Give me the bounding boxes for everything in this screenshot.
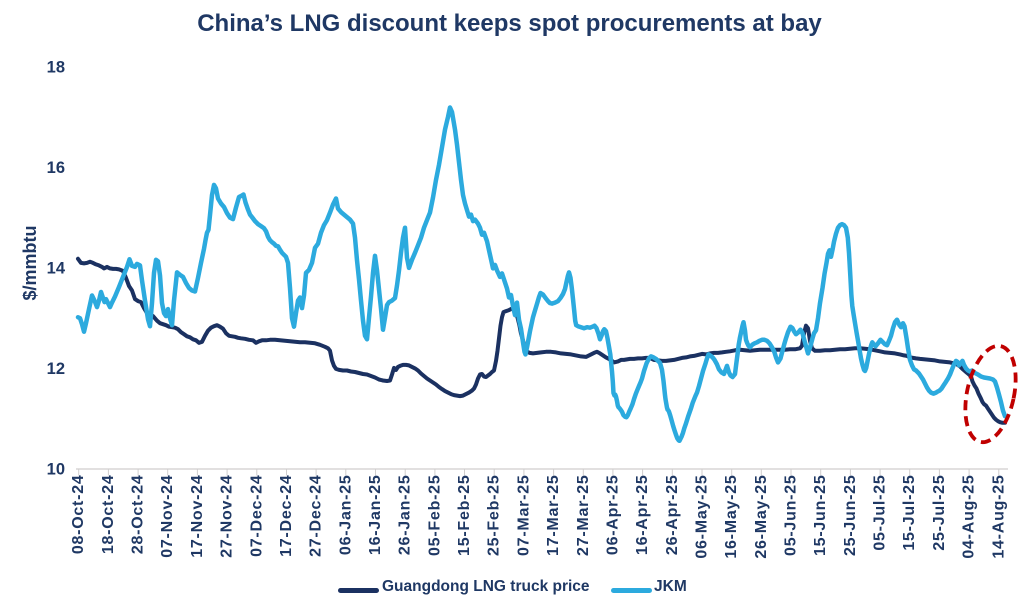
svg-text:08-Oct-24: 08-Oct-24 [70,475,87,555]
svg-text:06-Jan-25: 06-Jan-25 [337,475,354,556]
svg-text:06-Apr-25: 06-Apr-25 [604,475,621,556]
svg-text:06-May-25: 06-May-25 [694,475,711,559]
svg-text:$/mmbtu: $/mmbtu [20,225,40,300]
svg-text:18-Oct-24: 18-Oct-24 [100,475,117,555]
svg-text:05-Jul-25: 05-Jul-25 [872,475,889,551]
svg-text:25-Feb-25: 25-Feb-25 [486,475,503,556]
svg-text:14: 14 [47,259,66,277]
svg-text:28-Oct-24: 28-Oct-24 [130,475,147,555]
svg-text:04-Aug-25: 04-Aug-25 [961,475,978,559]
svg-text:18: 18 [47,58,65,76]
svg-text:14-Aug-25: 14-Aug-25 [990,475,1007,559]
svg-text:26-Jan-25: 26-Jan-25 [397,475,414,556]
svg-text:16-Apr-25: 16-Apr-25 [634,475,651,556]
svg-text:07-Nov-24: 07-Nov-24 [159,475,176,558]
svg-text:27-Nov-24: 27-Nov-24 [219,475,236,558]
svg-text:15-Jun-25: 15-Jun-25 [812,475,829,556]
svg-text:17-Dec-24: 17-Dec-24 [278,475,295,557]
svg-text:15-Feb-25: 15-Feb-25 [456,475,473,556]
svg-text:16: 16 [47,159,65,177]
svg-text:17-Nov-24: 17-Nov-24 [189,475,206,558]
svg-text:27-Dec-24: 27-Dec-24 [308,475,325,557]
svg-text:27-Mar-25: 27-Mar-25 [575,475,592,556]
svg-text:25-Jul-25: 25-Jul-25 [931,475,948,551]
svg-text:12: 12 [47,360,65,378]
svg-text:17-Mar-25: 17-Mar-25 [545,475,562,556]
svg-text:26-Apr-25: 26-Apr-25 [664,475,681,556]
svg-text:10: 10 [47,461,65,479]
svg-text:05-Feb-25: 05-Feb-25 [426,475,443,556]
svg-text:25-Jun-25: 25-Jun-25 [842,475,859,556]
svg-text:07-Dec-24: 07-Dec-24 [248,475,265,557]
svg-text:26-May-25: 26-May-25 [753,475,770,559]
svg-text:15-Jul-25: 15-Jul-25 [901,475,918,551]
svg-text:07-Mar-25: 07-Mar-25 [515,475,532,556]
svg-text:05-Jun-25: 05-Jun-25 [783,475,800,556]
svg-text:16-May-25: 16-May-25 [723,475,740,559]
svg-text:16-Jan-25: 16-Jan-25 [367,475,384,556]
